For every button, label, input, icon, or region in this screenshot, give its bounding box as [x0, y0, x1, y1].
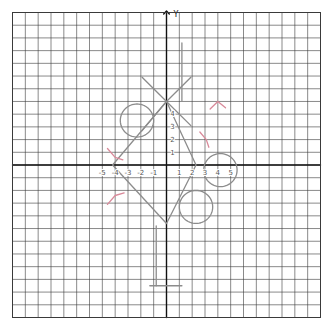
svg-text:-2: -2	[137, 169, 144, 177]
svg-text:Y: Y	[173, 10, 179, 19]
svg-text:3: 3	[203, 169, 207, 177]
svg-text:3: 3	[170, 123, 174, 131]
svg-text:2: 2	[190, 169, 194, 177]
svg-text:2: 2	[170, 136, 174, 144]
svg-text:1: 1	[177, 169, 181, 177]
svg-text:-1: -1	[150, 169, 157, 177]
svg-text:-5: -5	[99, 169, 106, 177]
svg-text:4: 4	[170, 110, 175, 118]
svg-text:-4: -4	[112, 169, 120, 177]
svg-text:-3: -3	[125, 169, 132, 177]
svg-text:4: 4	[216, 169, 221, 177]
svg-text:5: 5	[228, 169, 232, 177]
svg-text:1: 1	[170, 149, 174, 157]
